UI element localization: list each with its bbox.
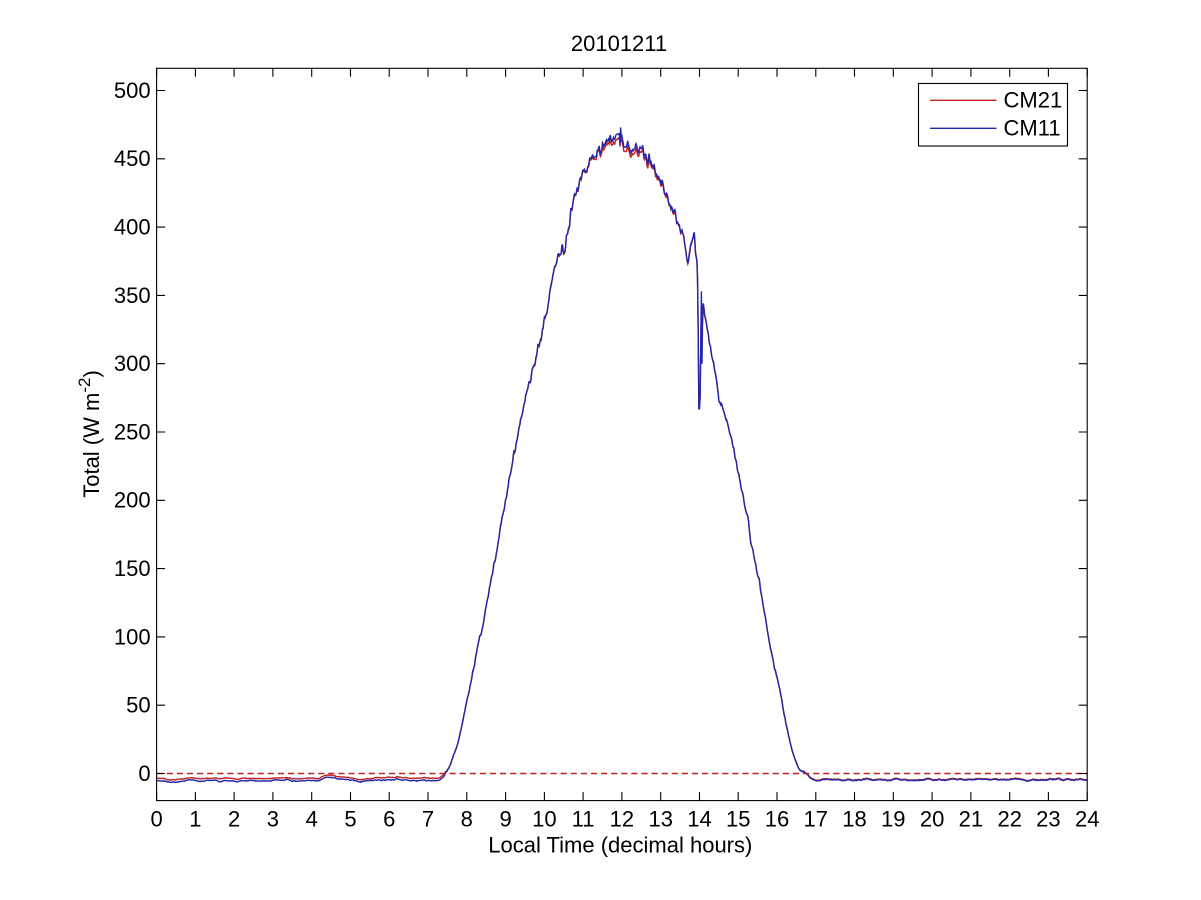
svg-text:100: 100 [114,624,151,649]
svg-text:9: 9 [499,807,511,832]
svg-text:CM11: CM11 [1004,116,1061,141]
svg-text:23: 23 [1036,807,1060,832]
svg-text:24: 24 [1075,807,1099,832]
svg-text:Local Time (decimal hours): Local Time (decimal hours) [488,833,752,858]
svg-text:400: 400 [114,215,151,240]
svg-text:500: 500 [114,78,151,103]
svg-text:250: 250 [114,419,151,444]
svg-text:22: 22 [997,807,1021,832]
svg-text:450: 450 [114,146,151,171]
svg-text:14: 14 [687,807,711,832]
svg-text:350: 350 [114,283,151,308]
svg-text:3: 3 [267,807,279,832]
svg-text:16: 16 [765,807,789,832]
svg-text:21: 21 [959,807,983,832]
svg-text:200: 200 [114,488,151,513]
svg-text:0: 0 [138,761,150,786]
svg-text:7: 7 [422,807,434,832]
svg-text:50: 50 [126,693,150,718]
svg-text:0: 0 [150,807,162,832]
svg-text:18: 18 [842,807,866,832]
svg-text:6: 6 [383,807,395,832]
svg-text:2: 2 [228,807,240,832]
svg-text:12: 12 [610,807,634,832]
svg-text:11: 11 [572,807,595,832]
svg-text:20101211: 20101211 [571,31,667,56]
svg-text:13: 13 [648,807,672,832]
svg-text:15: 15 [726,807,750,832]
svg-text:300: 300 [114,351,151,376]
svg-text:5: 5 [344,807,356,832]
svg-text:17: 17 [804,807,828,832]
svg-text:4: 4 [306,807,318,832]
svg-text:CM21: CM21 [1004,88,1063,113]
svg-text:20: 20 [920,807,944,832]
svg-text:8: 8 [461,807,473,832]
svg-text:10: 10 [532,807,556,832]
svg-text:150: 150 [114,556,151,581]
svg-text:19: 19 [881,807,905,832]
svg-text:1: 1 [189,807,201,832]
